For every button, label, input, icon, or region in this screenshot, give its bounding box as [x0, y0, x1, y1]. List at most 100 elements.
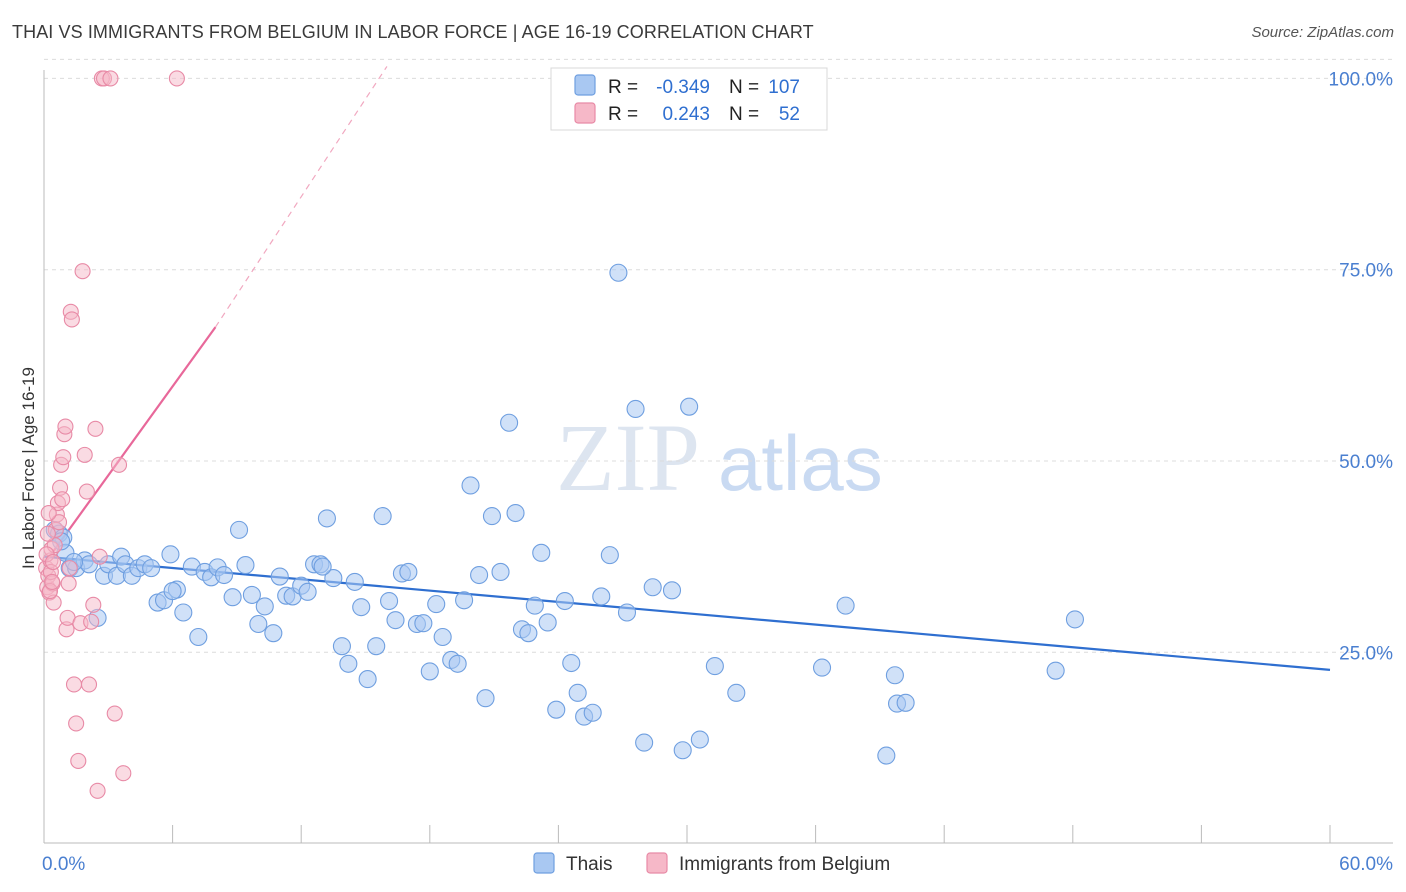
data-point-thais: [1065, 610, 1084, 629]
data-point-belgium: [102, 70, 119, 87]
data-point-belgium: [54, 491, 71, 508]
data-point-thais: [373, 507, 392, 526]
data-point-thais: [635, 733, 654, 752]
data-point-belgium: [40, 504, 57, 522]
series-label-thais: Thais: [566, 854, 612, 875]
data-point-belgium: [110, 456, 128, 473]
data-point-thais: [367, 637, 386, 656]
series-swatch-belgium: [646, 852, 668, 874]
gridlines: 25.0% 50.0% 75.0% 100.0%: [44, 58, 1394, 664]
data-point-thais: [270, 567, 289, 586]
data-point-belgium: [85, 596, 102, 613]
data-point-thais: [690, 730, 709, 749]
legend-r-value-thais: -0.349: [656, 77, 710, 98]
data-point-thais: [600, 546, 619, 565]
data-point-thais: [568, 683, 587, 702]
data-point-belgium: [44, 553, 62, 571]
legend-swatch-thais: [574, 74, 596, 96]
data-point-thais: [264, 624, 283, 643]
legend-r-value-belgium: 0.243: [662, 104, 710, 125]
y-tick-label: 25.0%: [1339, 643, 1393, 664]
trend-line-belgium: [43, 326, 217, 565]
series-label-belgium: Immigrants from Belgium: [679, 854, 890, 875]
data-point-thais: [1046, 661, 1065, 680]
data-point-thais: [812, 658, 832, 677]
data-point-thais: [255, 597, 274, 616]
data-point-thais: [214, 565, 234, 585]
data-point-thais: [236, 556, 255, 575]
data-point-thais: [249, 614, 268, 634]
data-point-belgium: [61, 560, 78, 577]
data-point-belgium: [115, 765, 132, 782]
data-point-thais: [380, 591, 399, 611]
legend-n-label: N =: [729, 77, 759, 98]
data-point-thais: [448, 654, 467, 673]
source-label: Source: ZipAtlas.com: [1251, 24, 1394, 41]
data-point-belgium: [89, 782, 106, 799]
data-point-thais: [427, 595, 446, 614]
data-point-thais: [476, 689, 495, 708]
data-point-belgium: [87, 420, 104, 437]
legend-swatch-belgium: [574, 102, 596, 124]
data-point-thais: [547, 700, 566, 719]
y-tick-label: 100.0%: [1329, 69, 1394, 90]
data-point-thais: [680, 397, 699, 416]
data-point-thais: [461, 476, 480, 495]
data-point-thais: [727, 683, 746, 702]
data-point-belgium: [60, 575, 77, 592]
data-point-thais: [386, 611, 405, 630]
data-point-belgium: [63, 311, 80, 328]
data-point-belgium: [57, 418, 74, 435]
data-point-thais: [532, 543, 551, 562]
trend-line-belgium-extension: [214, 66, 388, 328]
trend-lines: [43, 66, 1331, 671]
watermark-atlas: atlas: [718, 419, 883, 507]
data-point-thais: [242, 585, 261, 604]
series-legend: Thais Immigrants from Belgium: [533, 852, 890, 875]
data-point-belgium: [78, 483, 95, 500]
y-axis-label: In Labor Force | Age 16-19: [19, 367, 38, 569]
data-point-thais: [324, 569, 343, 588]
data-point-thais: [163, 582, 182, 601]
data-point-thais: [414, 614, 433, 633]
legend-n-value-belgium: 52: [779, 104, 800, 125]
data-point-belgium: [55, 449, 72, 466]
watermark-zip: ZIP: [556, 404, 700, 511]
data-point-thais: [562, 653, 581, 673]
data-point-thais: [877, 746, 896, 765]
data-point-thais: [317, 509, 336, 528]
y-tick-label: 50.0%: [1339, 452, 1393, 473]
data-point-belgium: [65, 676, 83, 693]
data-point-thais: [223, 588, 242, 607]
data-point-thais: [885, 666, 904, 685]
legend-box: R = -0.349 N = 107 R = 0.243 N = 52: [550, 67, 828, 131]
data-point-thais: [836, 596, 855, 615]
data-point-thais: [332, 637, 351, 656]
data-point-thais: [617, 603, 637, 622]
data-point-thais: [626, 399, 645, 419]
data-point-thais: [358, 670, 377, 689]
data-point-thais: [500, 413, 519, 432]
data-point-belgium: [168, 70, 185, 87]
data-point-thais: [399, 562, 418, 582]
scatter-points: [38, 70, 1084, 799]
data-point-thais: [583, 703, 602, 722]
data-point-belgium: [91, 548, 108, 565]
legend-r-label: R =: [608, 77, 638, 98]
y-tick-label: 75.0%: [1339, 261, 1393, 282]
data-point-thais: [662, 581, 682, 600]
data-point-belgium: [74, 263, 91, 280]
data-point-thais: [482, 507, 502, 526]
data-point-thais: [142, 559, 161, 578]
data-point-thais: [592, 587, 611, 606]
x-tick-label-max: 60.0%: [1339, 854, 1393, 875]
data-point-thais: [470, 565, 489, 585]
x-tick-label-min: 0.0%: [42, 854, 85, 875]
chart-title: THAI VS IMMIGRANTS FROM BELGIUM IN LABOR…: [12, 22, 814, 42]
data-point-thais: [491, 562, 510, 582]
data-point-belgium: [39, 525, 56, 542]
data-point-thais: [345, 572, 364, 591]
data-point-thais: [174, 603, 193, 622]
legend-frame: [550, 67, 828, 131]
